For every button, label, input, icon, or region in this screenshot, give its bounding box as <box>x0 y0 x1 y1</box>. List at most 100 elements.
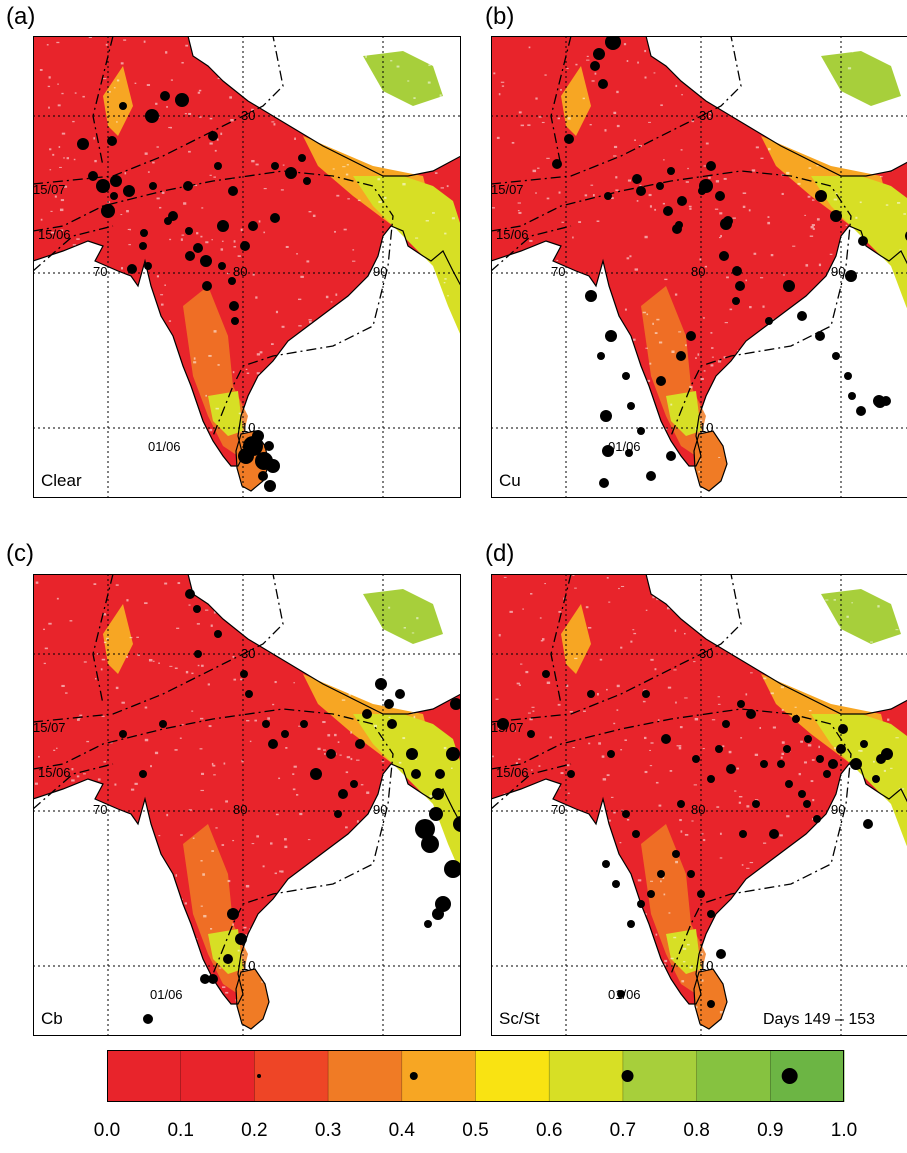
station-marker <box>497 718 509 730</box>
station-marker <box>590 61 600 71</box>
speckle <box>109 842 113 844</box>
colorbar-tick-label: 0.6 <box>535 1120 563 1141</box>
speckle <box>246 372 250 374</box>
station-marker <box>760 760 768 768</box>
speckle <box>160 294 164 296</box>
speckle <box>757 125 761 128</box>
speckle <box>675 580 678 582</box>
speckle <box>566 904 569 908</box>
speckle <box>100 846 104 849</box>
speckle <box>761 969 764 972</box>
speckle <box>808 116 811 118</box>
speckle <box>100 668 103 671</box>
speckle <box>587 626 592 629</box>
speckle <box>575 63 578 66</box>
speckle <box>302 72 306 75</box>
speckle <box>810 780 814 783</box>
station-marker <box>160 91 170 101</box>
speckle <box>292 788 296 791</box>
speckle <box>741 972 744 974</box>
speckle <box>540 351 544 353</box>
station-marker <box>387 719 397 729</box>
speckle <box>619 842 622 844</box>
speckle <box>855 340 859 343</box>
speckle <box>598 742 601 745</box>
speckle <box>278 378 282 381</box>
station-marker <box>845 270 857 282</box>
speckle <box>644 76 647 79</box>
speckle <box>78 279 83 282</box>
speckle <box>848 934 851 937</box>
speckle <box>509 610 513 613</box>
speckle <box>337 79 340 82</box>
speckle <box>234 580 237 582</box>
speckle <box>535 192 537 194</box>
station-marker <box>432 908 444 920</box>
speckle <box>132 894 134 897</box>
speckle <box>72 244 77 246</box>
speckle <box>46 463 49 466</box>
speckle <box>557 117 560 120</box>
speckle <box>518 684 522 686</box>
station-marker <box>119 102 127 110</box>
speckle <box>655 933 658 936</box>
speckle <box>874 161 877 163</box>
speckle <box>736 999 739 1001</box>
speckle <box>331 105 334 108</box>
lat-label-10: 10 <box>241 420 255 435</box>
speckle <box>694 717 699 721</box>
speckle <box>75 280 79 283</box>
speckle <box>857 340 861 343</box>
speckle <box>674 293 678 296</box>
speckle <box>387 119 390 122</box>
sri-lanka-coast <box>235 968 270 1030</box>
speckle <box>862 878 864 881</box>
speckle <box>859 320 862 323</box>
station-marker <box>815 190 827 202</box>
speckle <box>335 293 338 296</box>
speckle <box>835 192 838 195</box>
speckle <box>213 611 216 614</box>
speckle <box>342 166 346 168</box>
speckle <box>161 994 164 997</box>
panel-c-letter: (c) <box>6 540 34 567</box>
speckle <box>644 49 647 53</box>
speckle <box>60 199 65 202</box>
isochrone-jun15-left <box>33 225 114 272</box>
speckle <box>792 406 795 410</box>
speckle <box>760 933 763 936</box>
speckle <box>336 610 340 613</box>
speckle <box>675 84 678 88</box>
speckle <box>491 423 494 425</box>
speckle <box>824 68 828 70</box>
speckle <box>770 692 774 695</box>
speckle <box>112 331 116 334</box>
speckle <box>327 734 331 737</box>
speckle <box>166 954 170 956</box>
speckle <box>50 210 53 212</box>
speckle <box>76 238 80 240</box>
speckle <box>738 801 742 804</box>
station-marker <box>127 264 137 274</box>
speckle <box>406 440 409 443</box>
speckle <box>902 788 905 790</box>
speckle <box>548 827 552 829</box>
speckle <box>784 995 788 997</box>
station-marker <box>737 700 745 708</box>
speckle <box>49 952 53 955</box>
speckle <box>444 232 447 235</box>
speckle <box>308 319 312 321</box>
speckle <box>169 238 172 241</box>
speckle <box>757 880 761 883</box>
speckle <box>294 137 296 140</box>
station-marker <box>119 730 127 738</box>
speckle <box>686 71 690 73</box>
station-marker <box>765 317 773 325</box>
speckle <box>272 703 275 706</box>
speckle <box>215 827 218 829</box>
speckle <box>837 625 841 628</box>
speckle <box>256 598 259 600</box>
speckle <box>164 582 168 585</box>
speckle <box>520 124 524 127</box>
speckle <box>539 617 542 619</box>
